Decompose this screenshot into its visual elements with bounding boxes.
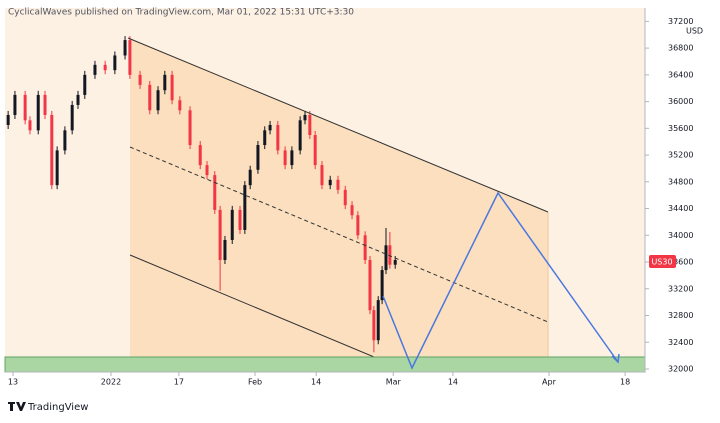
candle-body <box>298 120 302 151</box>
y-tick-label: 34400 <box>668 204 693 213</box>
candle-body <box>36 94 40 131</box>
currency-label: USD <box>686 27 703 36</box>
symbol-label: US30 <box>651 258 672 267</box>
candle-body <box>243 185 247 230</box>
y-tick-label: 33200 <box>668 284 693 293</box>
candle-body <box>263 130 267 146</box>
candle-body <box>313 135 317 166</box>
candle-body <box>356 215 360 236</box>
candle-body <box>156 90 160 111</box>
candle-body <box>363 235 367 261</box>
y-tick-label: 35600 <box>668 124 693 133</box>
candle-body <box>113 55 117 71</box>
x-tick-label: Feb <box>248 378 262 387</box>
channel-fill <box>130 38 548 357</box>
y-tick-label: 35200 <box>668 151 693 160</box>
candle-body <box>303 114 307 121</box>
x-tick-label: 14 <box>448 378 458 387</box>
channel-lower <box>129 254 411 373</box>
candle-body <box>23 94 27 121</box>
candle-body <box>43 94 47 115</box>
candle-body <box>55 150 59 186</box>
x-tick-label: 17 <box>174 378 184 387</box>
candle-body <box>205 165 209 176</box>
candle-body <box>13 94 17 115</box>
candle-body <box>50 114 54 186</box>
currency-box <box>676 24 706 38</box>
candle-body <box>198 145 202 166</box>
candle-body <box>248 169 252 186</box>
candle-body <box>223 239 227 261</box>
candle-body <box>268 124 272 131</box>
logo-icon <box>8 402 26 411</box>
projection-path <box>382 191 619 370</box>
publish-note: CyclicalWaves published on TradingView.c… <box>8 8 354 18</box>
candle-body <box>380 270 384 301</box>
candle-body <box>138 74 142 85</box>
candle-body <box>320 165 324 186</box>
candle-body <box>28 120 32 131</box>
candle-body <box>178 100 182 111</box>
y-tick-label: 32400 <box>668 338 693 347</box>
y-tick-label: 36800 <box>668 44 693 53</box>
channel-median <box>129 146 549 323</box>
candle-body <box>350 205 354 216</box>
footer-brand: TradingView <box>27 402 88 413</box>
candle-body <box>63 130 67 151</box>
candle-body <box>368 260 372 311</box>
candle-body <box>123 40 127 56</box>
candle-body <box>388 245 392 265</box>
candle-body <box>256 145 260 170</box>
support-zone <box>4 356 646 373</box>
y-tick-label: 33600 <box>668 258 693 267</box>
y-tick-label: 32000 <box>668 364 693 373</box>
candle-body <box>218 209 222 261</box>
candle-body <box>128 40 132 75</box>
candle-body <box>276 124 280 151</box>
candle-body <box>188 110 192 146</box>
candle-body <box>308 114 312 136</box>
axes: 32000 32400 32800 33200 33600 34000 34400 34800… <box>8 17 694 387</box>
candle-body <box>213 175 217 210</box>
candle-body <box>103 64 107 71</box>
candle-body <box>393 260 397 265</box>
candle-body <box>238 209 242 230</box>
candle-body <box>83 74 87 95</box>
candle-body <box>283 150 287 166</box>
candle-body <box>290 150 294 166</box>
x-tick-label: 14 <box>311 378 321 387</box>
candle-body <box>343 189 347 206</box>
y-tick-label: 32800 <box>668 311 693 320</box>
x-tick-label: Apr <box>542 378 557 387</box>
candle-body <box>6 114 10 125</box>
candle-body <box>76 94 80 105</box>
y-tick-label: 34800 <box>668 177 693 186</box>
projection-arrow <box>611 353 620 364</box>
candle-body <box>230 209 234 240</box>
candle-body <box>163 74 167 91</box>
y-tick-label: 36000 <box>668 97 693 106</box>
candle-body <box>328 179 332 186</box>
candle-body <box>70 104 74 131</box>
candle-body <box>384 245 388 271</box>
y-tick-label: 37200 <box>668 17 693 26</box>
x-tick-label: 18 <box>620 378 630 387</box>
x-tick-label: 13 <box>8 378 18 387</box>
candle-body <box>93 64 97 75</box>
candle-body <box>376 300 380 341</box>
y-tick-label: 36400 <box>668 70 693 79</box>
x-tick-label: 2022 <box>101 378 121 387</box>
x-tick-label: Mar <box>386 378 402 387</box>
candle-body <box>170 74 174 101</box>
candles <box>6 36 397 353</box>
channel-upper <box>127 37 549 213</box>
candle-body <box>372 310 376 341</box>
candle-body <box>148 84 152 111</box>
y-tick-label: 34000 <box>668 231 693 240</box>
candle-body <box>336 179 340 190</box>
symbol-tag <box>649 255 676 268</box>
